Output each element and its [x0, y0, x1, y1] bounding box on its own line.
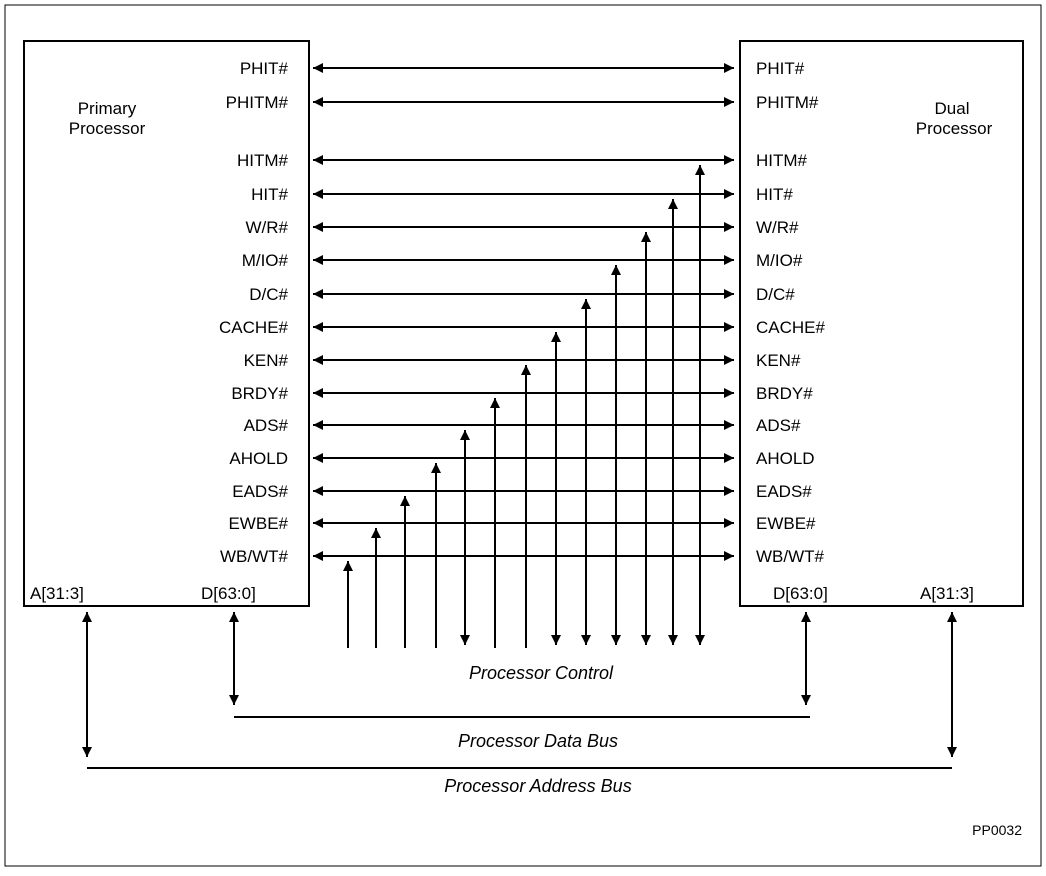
- primary-signal-cache: CACHE#: [219, 318, 289, 337]
- primary-signal-d-c: D/C#: [249, 285, 288, 304]
- dual-signal-eads: EADS#: [756, 482, 812, 501]
- address-bus-caption: Processor Address Bus: [444, 776, 631, 796]
- dual-signal-wb-wt: WB/WT#: [756, 547, 825, 566]
- signal-lines: PHIT# PHIT# PHITM# PHITM# HITM# HITM# HIT# HIT#…: [219, 59, 825, 566]
- dual-signal-brdy: BRDY#: [756, 384, 813, 403]
- dual-data-pin: D[63:0]: [773, 584, 828, 603]
- dual-signal-ahold: AHOLD: [756, 449, 815, 468]
- dual-processor-box: [739, 40, 1024, 607]
- dual-title-line2: Processor: [916, 119, 993, 138]
- dual-title-line1: Dual: [935, 99, 970, 118]
- processor-control-lines: [343, 165, 705, 648]
- primary-signal-ken: KEN#: [244, 351, 289, 370]
- data-bus: [229, 612, 811, 718]
- dual-signal-phit: PHIT#: [756, 59, 805, 78]
- address-bus: [82, 612, 957, 769]
- dual-signal-ewbe: EWBE#: [756, 514, 816, 533]
- primary-data-pin: D[63:0]: [201, 584, 256, 603]
- primary-signal-hitm: HITM#: [237, 151, 289, 170]
- primary-processor-box: [23, 40, 310, 607]
- primary-signal-ahold: AHOLD: [229, 449, 288, 468]
- primary-signal-eads: EADS#: [232, 482, 288, 501]
- primary-signal-m-io: M/IO#: [242, 251, 289, 270]
- primary-address-pin: A[31:3]: [30, 584, 84, 603]
- primary-title-line2: Processor: [69, 119, 146, 138]
- primary-signal-ewbe: EWBE#: [228, 514, 288, 533]
- dual-signal-ads: ADS#: [756, 416, 801, 435]
- dual-signal-hitm: HITM#: [756, 151, 808, 170]
- figure-reference: PP0032: [972, 822, 1022, 838]
- data-bus-caption: Processor Data Bus: [458, 731, 618, 751]
- dual-signal-phitm: PHITM#: [756, 93, 819, 112]
- primary-title-line1: Primary: [78, 99, 137, 118]
- processor-control-caption: Processor Control: [469, 663, 614, 683]
- primary-signal-phitm: PHITM#: [226, 93, 289, 112]
- dual-signal-m-io: M/IO#: [756, 251, 803, 270]
- primary-signal-ads: ADS#: [244, 416, 289, 435]
- primary-signal-hit: HIT#: [251, 185, 288, 204]
- figure-frame: [4, 4, 1042, 867]
- dual-signal-w-r: W/R#: [756, 218, 799, 237]
- primary-signal-brdy: BRDY#: [231, 384, 288, 403]
- dual-signal-hit: HIT#: [756, 185, 793, 204]
- primary-signal-wb-wt: WB/WT#: [220, 547, 289, 566]
- dual-signal-ken: KEN#: [756, 351, 801, 370]
- dual-signal-d-c: D/C#: [756, 285, 795, 304]
- primary-signal-phit: PHIT#: [240, 59, 289, 78]
- primary-signal-w-r: W/R#: [246, 218, 289, 237]
- dual-address-pin: A[31:3]: [920, 584, 974, 603]
- dual-signal-cache: CACHE#: [756, 318, 826, 337]
